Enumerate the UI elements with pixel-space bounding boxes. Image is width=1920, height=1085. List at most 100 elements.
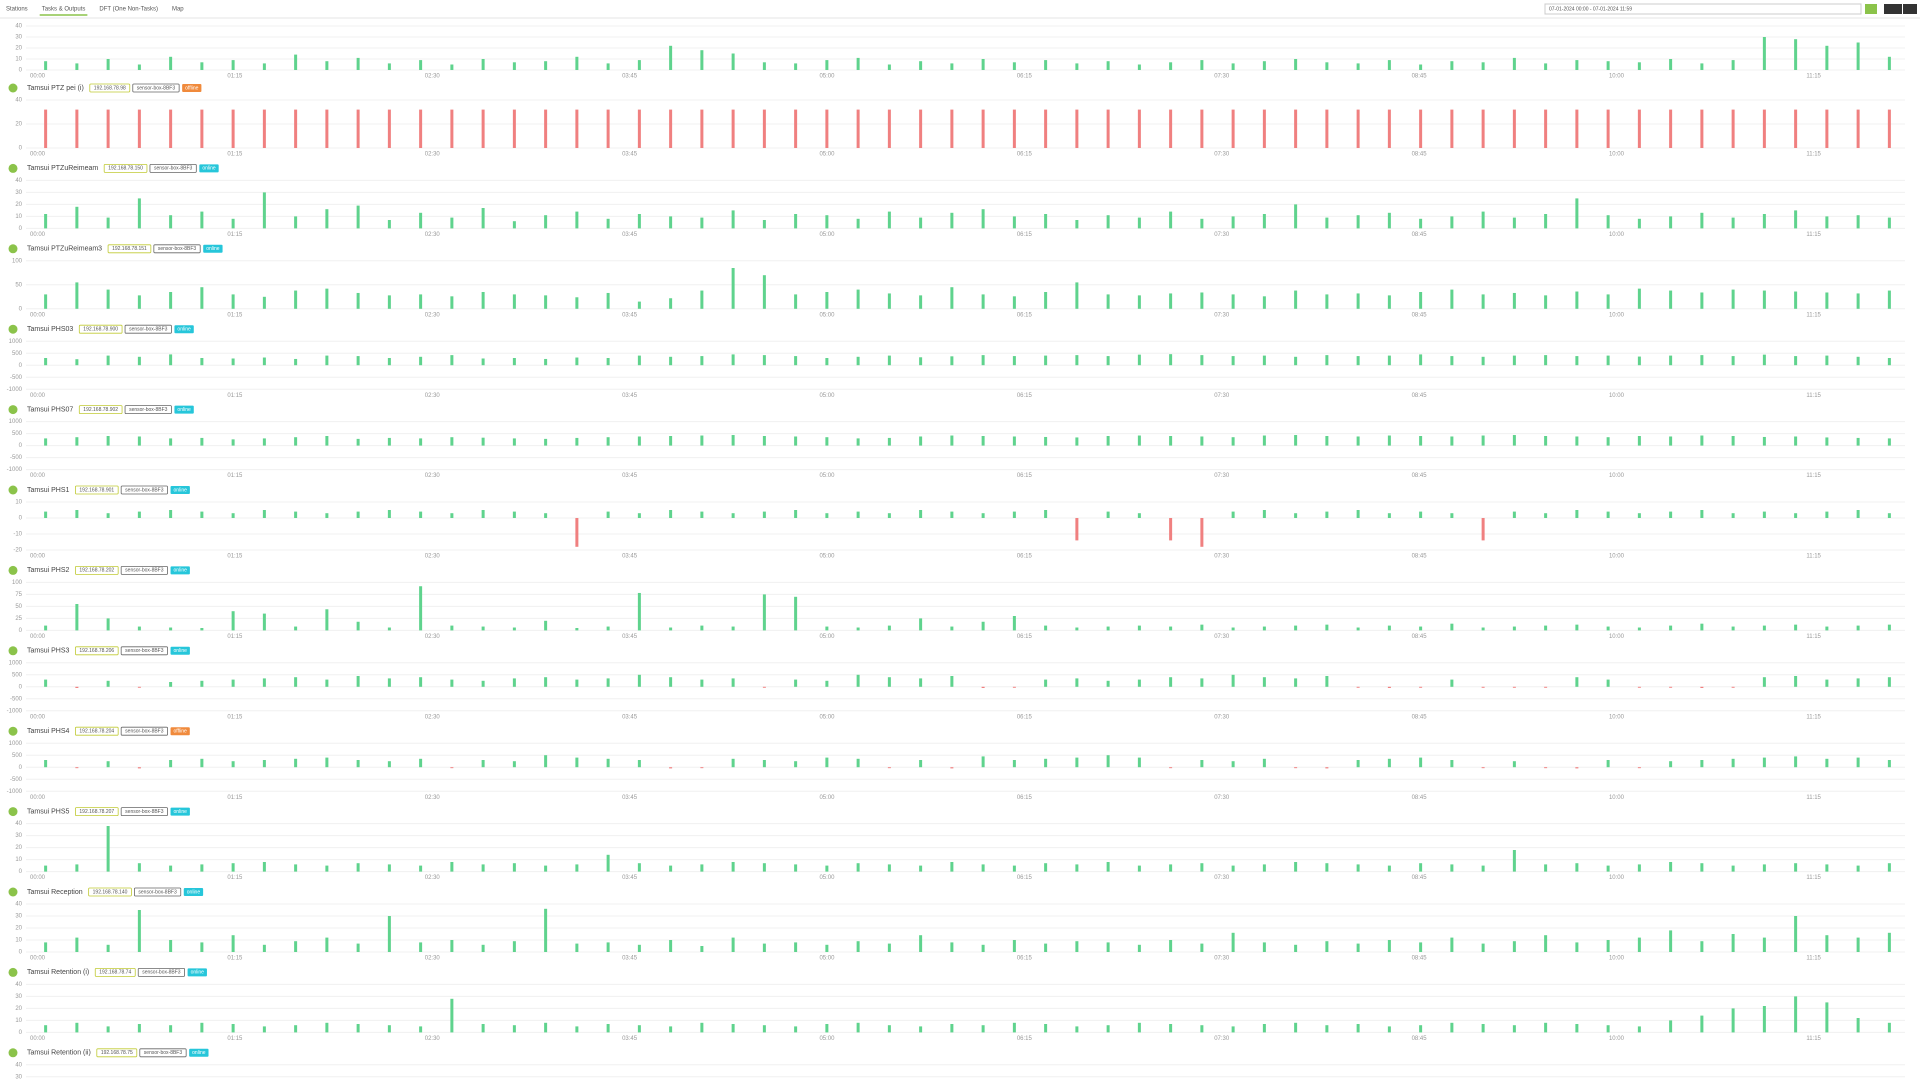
button-dark[interactable] [1884,4,1902,14]
bar [356,1024,360,1033]
bar [1512,435,1516,446]
nav-tab[interactable]: Stations [6,7,28,13]
nav-tab[interactable]: Tasks & Outputs [42,7,86,13]
bar [1887,438,1891,446]
bar [1856,215,1860,229]
status-text: online [202,166,216,172]
bar [169,1025,173,1033]
date-range[interactable]: 07-01-2024 00:00 - 07-01-2024 11:59 [1549,6,1632,12]
x-tick-label: 10:00 [1609,795,1625,801]
bar [387,510,391,518]
bar [669,45,673,70]
bar [1012,511,1016,518]
bar [950,212,954,229]
ip-badge-text: 192.168.78.901 [79,487,114,493]
bar [1794,356,1798,366]
bar [75,604,79,631]
bar [762,1025,766,1033]
bar [950,1024,954,1033]
x-tick-label: 05:00 [819,393,835,399]
panel-title[interactable]: Tamsui PTZuReimeam [27,165,98,172]
date-input[interactable] [1544,3,1862,15]
bar [387,220,391,229]
panel-title[interactable]: Tamsui PHS1 [27,487,70,494]
bar [919,1026,923,1033]
panel-title[interactable]: Tamsui PHS03 [27,326,73,333]
bar [825,109,829,148]
bar [169,56,173,70]
bar [762,220,766,229]
bar [1262,1024,1266,1033]
bar [606,358,610,366]
bar [1231,1026,1235,1033]
bar [1669,862,1673,872]
bar [1231,437,1235,446]
bar [169,109,173,148]
ip-badge-text: 192.168.78.75 [101,1050,133,1056]
bar [262,1026,266,1033]
bar [1637,356,1641,366]
bar [1137,625,1141,631]
bar [1356,627,1360,631]
bar [1169,293,1173,309]
panel-title[interactable]: Tamsui PTZ pei (i) [27,85,84,92]
panel-title[interactable]: Tamsui PTZuReimeam3 [27,246,102,253]
ip-badge-text: 192.168.78.150 [108,166,143,172]
x-tick-label: 00:00 [30,956,46,962]
device-badge-text: sensor-box-8BF3 [158,246,197,252]
bar [1544,935,1548,952]
panel-title[interactable]: Tamsui PHS5 [27,808,70,815]
bar [1637,627,1641,631]
x-tick-label: 10:00 [1609,473,1625,479]
bar [794,1026,798,1033]
bar [887,293,891,309]
bar [981,513,985,518]
y-tick-label: 50 [15,604,22,610]
bar [1169,518,1173,541]
nav-tab[interactable]: DFT (One Non-Tasks) [99,7,158,13]
bar [294,941,298,952]
panel-title[interactable]: Tamsui PHS2 [27,567,70,574]
x-tick-label: 08:45 [1412,232,1428,238]
bar [481,59,485,70]
bar [1419,109,1423,148]
bar [762,436,766,446]
x-tick-label: 11:15 [1806,232,1821,238]
bar [1762,625,1766,631]
bar [762,863,766,872]
nav-tab[interactable]: Map [172,7,184,13]
bar [325,609,329,631]
bar [1106,942,1110,952]
bar [512,678,516,687]
bar [1544,214,1548,229]
panel-title[interactable]: Tamsui Reception [27,889,83,896]
bar [294,109,298,148]
bar [1169,940,1173,952]
apply-button[interactable] [1865,4,1877,14]
bar [1294,290,1298,309]
y-tick-label: 0 [19,950,23,956]
bar [44,760,48,768]
panel-title[interactable]: Tamsui PHS4 [27,728,70,735]
ip-badge [75,566,119,575]
y-tick-label: 10 [15,1018,22,1024]
bar [1637,62,1641,70]
bar [1012,940,1016,952]
x-tick-label: 00:00 [30,312,46,318]
ip-badge-text: 192.168.78.98 [94,85,126,91]
bar [450,513,454,518]
y-tick-label: 0 [19,68,23,74]
bar [1606,215,1610,229]
bar [669,356,673,366]
panel-title[interactable]: Tamsui Retention (ii) [27,1050,91,1057]
bar [387,678,391,687]
button-dark[interactable] [1903,4,1917,14]
bar [887,211,891,229]
y-tick-label: -10 [13,532,22,538]
bar [669,767,673,769]
panel-title[interactable]: Tamsui Retention (i) [27,969,89,976]
bar [794,510,798,518]
bar [731,513,735,518]
panel-title[interactable]: Tamsui PHS07 [27,406,73,413]
panel-title[interactable]: Tamsui PHS3 [27,648,70,655]
